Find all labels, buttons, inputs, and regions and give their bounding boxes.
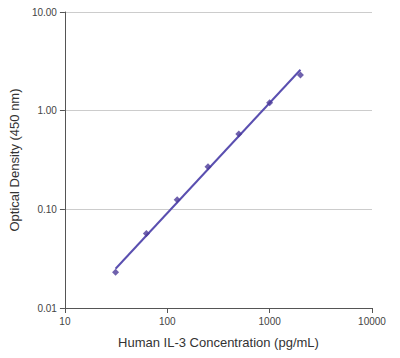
svg-text:Optical Density (450 nm): Optical Density (450 nm) xyxy=(7,88,22,231)
svg-text:1000: 1000 xyxy=(259,316,282,327)
svg-text:10000: 10000 xyxy=(358,316,386,327)
svg-text:10: 10 xyxy=(59,316,71,327)
svg-text:0.10: 0.10 xyxy=(37,204,57,215)
svg-text:10.00: 10.00 xyxy=(32,7,57,18)
svg-text:100: 100 xyxy=(159,316,176,327)
svg-text:0.01: 0.01 xyxy=(37,303,57,314)
svg-text:1.00: 1.00 xyxy=(37,105,57,116)
svg-text:Human IL-3 Concentration (pg/m: Human IL-3 Concentration (pg/mL) xyxy=(118,335,319,350)
